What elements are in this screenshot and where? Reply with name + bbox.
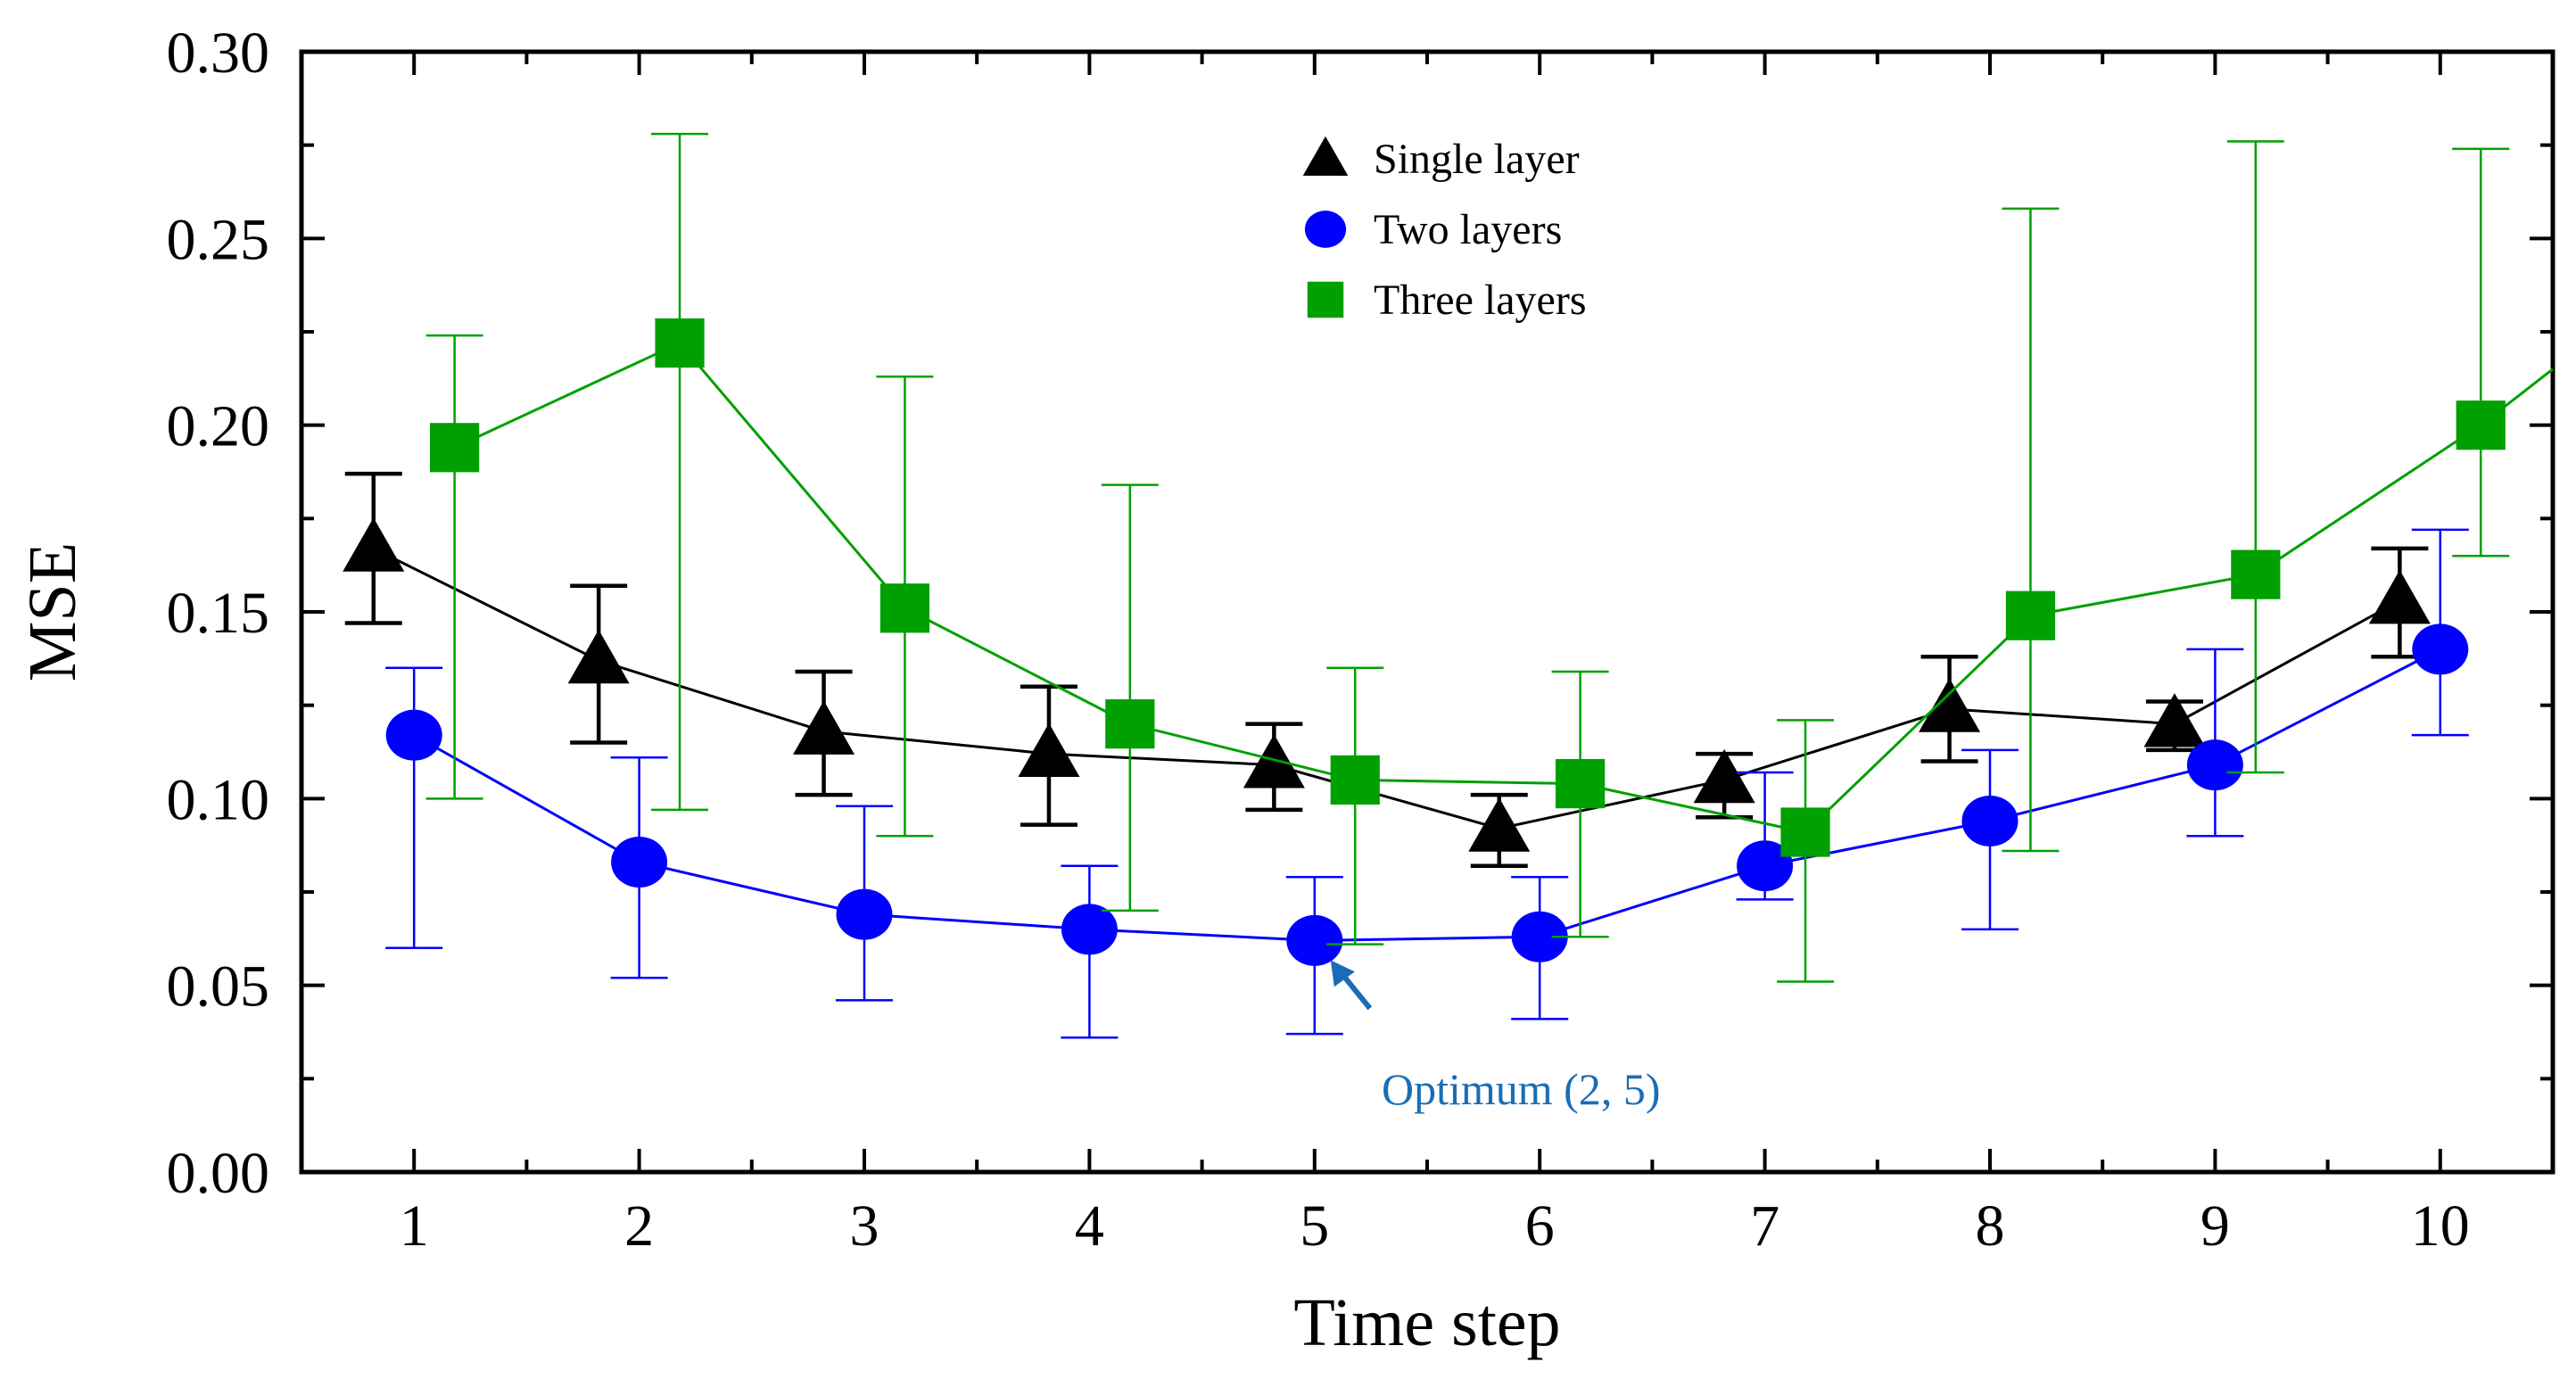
data-point [1693, 748, 1755, 804]
x-tick-label: 7 [1750, 1193, 1779, 1259]
series-line [373, 547, 2401, 830]
data-point [879, 583, 930, 633]
y-tick-label: 0.05 [167, 954, 270, 1020]
y-tick-label: 0.20 [167, 394, 270, 459]
data-point [611, 837, 668, 888]
data-point [385, 709, 442, 761]
legend-label: Single layer [1374, 136, 1580, 183]
y-tick-label: 0.00 [167, 1141, 270, 1206]
data-point [1919, 678, 1981, 732]
annotation-label: Optimum (2, 5) [1382, 1064, 1660, 1114]
data-point [793, 700, 855, 755]
series-line [413, 648, 2441, 942]
data-point [1468, 797, 1531, 852]
x-tick-label: 8 [1976, 1193, 2005, 1259]
y-tick-label: 0.25 [167, 207, 270, 272]
data-point [2456, 400, 2506, 450]
data-point [2368, 569, 2431, 624]
legend-label: Two layers [1374, 206, 1562, 253]
x-tick-label: 1 [400, 1193, 429, 1259]
y-axis-title: MSE [15, 542, 90, 681]
data-point [2412, 623, 2469, 675]
data-point [1061, 904, 1118, 955]
data-point [1780, 807, 1830, 857]
x-tick-label: 10 [2411, 1193, 2470, 1259]
legend-marker-three-layers [1307, 281, 1344, 318]
x-tick-label: 9 [2200, 1193, 2230, 1259]
y-tick-label: 0.30 [167, 21, 270, 86]
data-point [1018, 723, 1080, 777]
data-point [655, 318, 705, 368]
data-point [1105, 699, 1155, 749]
x-tick-label: 2 [624, 1193, 654, 1259]
legend-marker-two-layers [1304, 211, 1347, 248]
legend: Single layer Two layers Three layers [1302, 136, 1587, 324]
y-tick-label: 0.10 [167, 767, 270, 832]
data-point [836, 888, 893, 940]
data-point [2231, 549, 2281, 599]
annotation-arrowhead [1330, 960, 1355, 987]
annotation: Optimum (2, 5) [1330, 960, 1660, 1114]
data-point [2186, 739, 2243, 791]
legend-label: Three layers [1374, 277, 1587, 324]
data-point [343, 517, 405, 572]
x-tick-label: 3 [850, 1193, 879, 1259]
data-point [1737, 840, 1794, 892]
legend-marker-single-layer [1302, 136, 1349, 176]
data-point [1961, 795, 2019, 846]
data-point [2005, 590, 2056, 640]
legend-item: Three layers [1307, 277, 1587, 324]
x-axis-title: Time step [1293, 1285, 1560, 1360]
series-single-layer [343, 471, 2431, 868]
plot-axes: 0.00 0.05 0.10 0.15 0.20 0.25 0.30 1 2 3 4 5 6 7 8 9 10 [167, 21, 2555, 1259]
data-point [567, 629, 630, 684]
x-tick-label: 6 [1525, 1193, 1555, 1259]
data-point [1511, 911, 1568, 962]
series-three-layers [425, 132, 2554, 983]
y-tick-label: 0.15 [167, 581, 270, 646]
plot-marks [343, 132, 2554, 1039]
legend-item: Single layer [1302, 136, 1580, 183]
data-point [1330, 755, 1380, 805]
series-two-layers [385, 528, 2469, 1039]
data-point [1286, 914, 1343, 966]
x-tick-label: 5 [1300, 1193, 1329, 1259]
data-point [1556, 758, 1606, 809]
data-point [1243, 734, 1305, 789]
x-tick-label: 4 [1075, 1193, 1104, 1259]
data-point [2143, 693, 2206, 747]
data-point [430, 423, 480, 473]
legend-item: Two layers [1304, 206, 1562, 253]
